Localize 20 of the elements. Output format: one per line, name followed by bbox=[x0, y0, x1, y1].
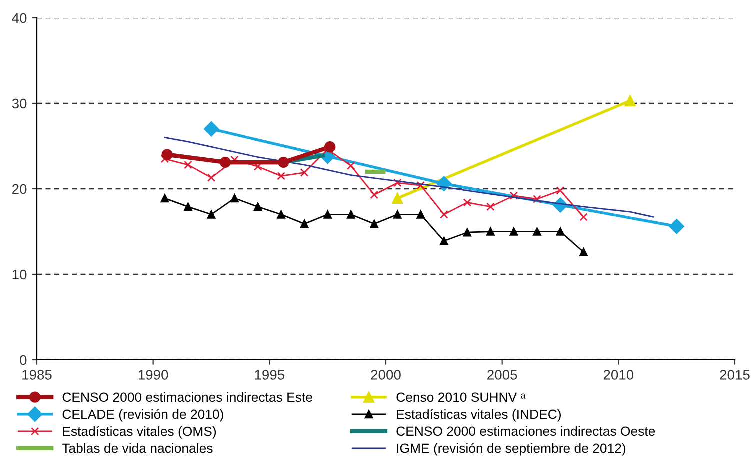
y-tick-label: 0 bbox=[20, 355, 27, 366]
y-tick-label: 20 bbox=[12, 184, 27, 194]
x-tick-label: 1990 bbox=[138, 370, 168, 380]
legend-label: Censo 2010 SUHNV ᵃ bbox=[396, 392, 526, 402]
legend-label: IGME (revisión de septiembre de 2012) bbox=[397, 443, 626, 456]
legend-label: Estadísticas vitales (INDEC) bbox=[397, 409, 561, 422]
legend-label: CELADE (revisión de 2010) bbox=[62, 409, 224, 422]
legend-label: CENSO 2000 estimaciones indirectas Este bbox=[62, 392, 312, 402]
y-tick-label: 30 bbox=[12, 98, 27, 109]
x-tick-label: 2010 bbox=[604, 370, 634, 380]
legend-label: Tablas de vida nacionales bbox=[62, 443, 213, 454]
x-tick-label: 2005 bbox=[488, 370, 518, 380]
x-tick-label: 1985 bbox=[22, 370, 52, 380]
x-tick-label: 2000 bbox=[371, 370, 401, 380]
legend-label: Estadísticas vitales (OMS) bbox=[63, 426, 216, 439]
y-tick-label: 40 bbox=[12, 13, 27, 24]
y-tick-label: 10 bbox=[12, 270, 27, 280]
x-tick-label: 2015 bbox=[720, 370, 750, 380]
legend-label: CENSO 2000 estimaciones indirectas Oeste bbox=[396, 426, 656, 436]
x-tick-label: 1995 bbox=[255, 370, 285, 380]
